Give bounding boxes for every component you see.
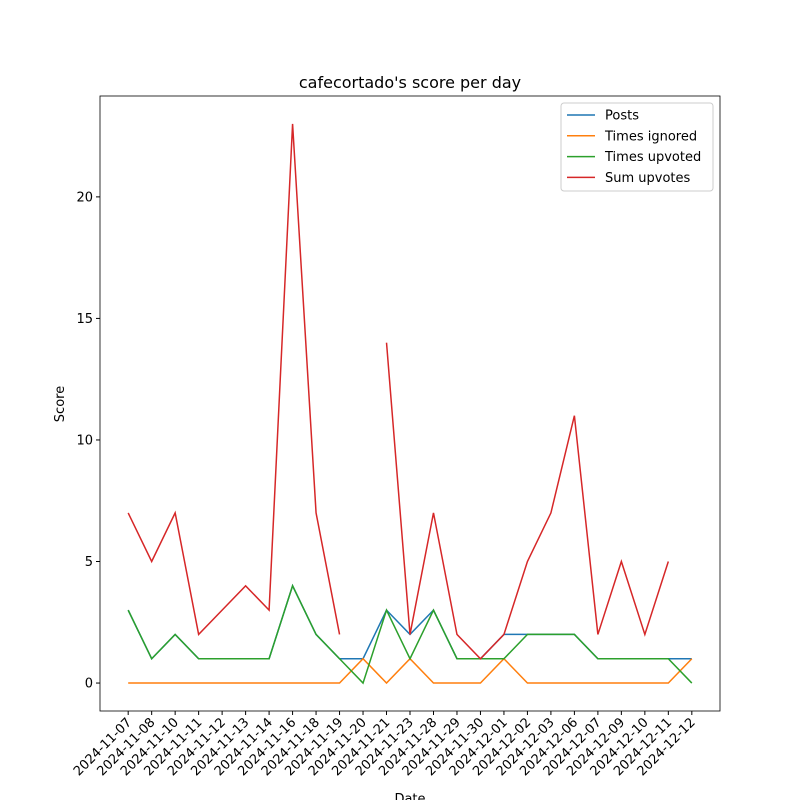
y-tick-label: 15 (76, 312, 93, 327)
series-line (127, 583, 693, 685)
y-tick-label: 0 (85, 677, 93, 692)
x-axis-label: Date (394, 792, 425, 800)
legend-box (560, 102, 714, 192)
plot-frame (99, 95, 721, 712)
y-tick-label: 10 (76, 433, 93, 448)
legend-label: Times ignored (604, 129, 697, 144)
chart-title: cafecortado's score per day (299, 73, 521, 92)
series-line (127, 123, 670, 660)
legend-label: Times upvoted (604, 150, 701, 165)
y-tick-label: 5 (85, 555, 93, 570)
legend-label: Posts (605, 109, 639, 124)
y-tick-label: 20 (76, 190, 93, 205)
y-axis-label: Score (53, 386, 68, 422)
legend-label: Sum upvotes (605, 171, 691, 186)
